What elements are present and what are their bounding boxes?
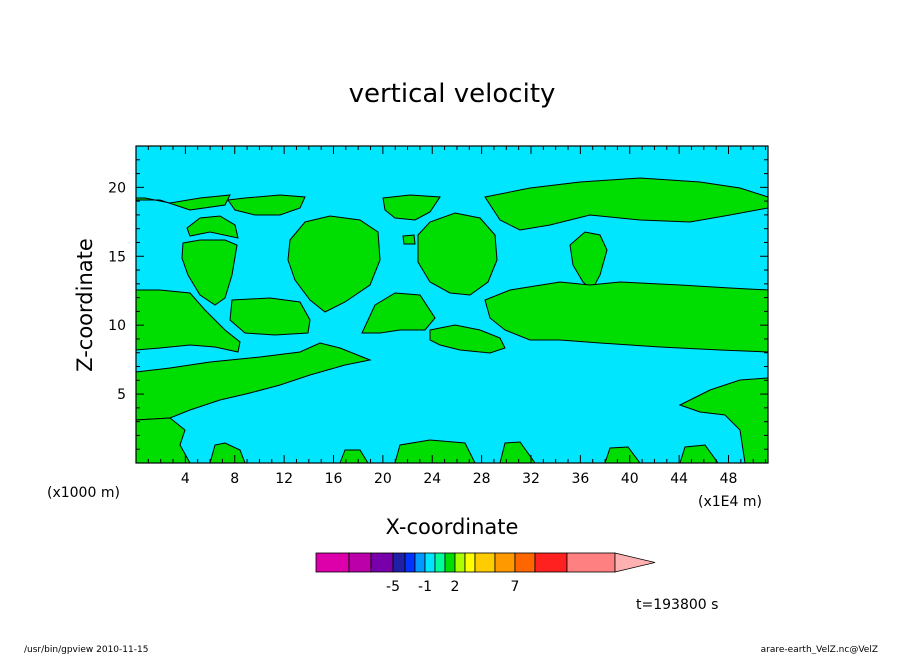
colorbar-segment [424, 552, 436, 573]
colorbar-segment [454, 552, 466, 573]
region-top-right [484, 177, 769, 231]
x-tick-label: 8 [230, 471, 239, 487]
region-center-right-blob [417, 212, 498, 296]
region-top-left [135, 194, 231, 211]
region-mid-right-tongue [429, 324, 506, 354]
y-tick-label: 15 [108, 249, 126, 265]
colorbar-segment [514, 552, 536, 573]
x-axis-label: X-coordinate [386, 515, 519, 539]
x-tick-label: 28 [473, 471, 491, 487]
region-right-column [569, 231, 608, 291]
region-mid-left-band [135, 289, 241, 353]
axis-ticks [136, 146, 768, 463]
x-unit-label: (x1000 m) [47, 485, 120, 501]
y-tick-label: 20 [108, 180, 126, 196]
x-tick-label: 12 [275, 471, 293, 487]
x-scale-label: (x1E4 m) [698, 494, 762, 510]
colorbar-tick-label: 7 [511, 579, 520, 595]
region-center-left-blob [287, 215, 381, 313]
colorbar-arrow [614, 552, 656, 573]
colorbar-segment [444, 552, 456, 573]
colorbar-segment [464, 552, 476, 573]
x-tick-label: 44 [670, 471, 688, 487]
x-tick-label: 4 [181, 471, 190, 487]
x-tick-label: 32 [522, 471, 540, 487]
positive-velocity-regions [135, 177, 769, 464]
colorbar-tick-label: -1 [418, 579, 432, 595]
colorbar-segment [414, 552, 426, 573]
x-tick-label: 36 [571, 471, 589, 487]
footer-right: arare-earth_VelZ.nc@VelZ [761, 645, 878, 654]
region-lower-band [135, 342, 372, 421]
colorbar-segment [404, 552, 416, 573]
colorbar [315, 552, 656, 573]
colorbar-segment [534, 552, 568, 573]
x-tick-label: 48 [720, 471, 738, 487]
colorbar-tick-labels: -5 -1 2 7 [386, 579, 519, 595]
time-label: t=193800 s [636, 597, 718, 613]
colorbar-segment [566, 552, 616, 573]
region-bottom-bump-3 [394, 439, 476, 464]
region-top-left-2 [227, 194, 306, 216]
region-left-small-cap [186, 215, 239, 239]
y-tick-label: 10 [108, 318, 126, 334]
colorbar-segment [392, 552, 406, 573]
y-tick-label: 5 [117, 387, 126, 403]
region-left-blob [181, 239, 238, 306]
region-mid-center [361, 292, 436, 334]
x-tick-label: 20 [374, 471, 392, 487]
x-tick-label: 16 [325, 471, 343, 487]
colorbar-tick-label: -5 [386, 579, 400, 595]
colorbar-segment [474, 552, 496, 573]
region-top-mid [382, 194, 441, 221]
x-tick-label: 40 [621, 471, 639, 487]
region-mid-left-2 [229, 297, 311, 336]
colorbar-segment [315, 552, 350, 573]
colorbar-segment [494, 552, 516, 573]
chart-title: vertical velocity [349, 79, 556, 109]
x-tick-label: 24 [423, 471, 441, 487]
plot-frame [135, 145, 769, 464]
footer-left: /usr/bin/gpview 2010-11-15 [24, 645, 148, 654]
colorbar-segment [434, 552, 446, 573]
region-center-small [402, 234, 416, 245]
colorbar-segment [348, 552, 372, 573]
colorbar-segment [370, 552, 394, 573]
y-axis-label: Z-coordinate [73, 238, 97, 372]
colorbar-tick-label: 2 [451, 579, 460, 595]
